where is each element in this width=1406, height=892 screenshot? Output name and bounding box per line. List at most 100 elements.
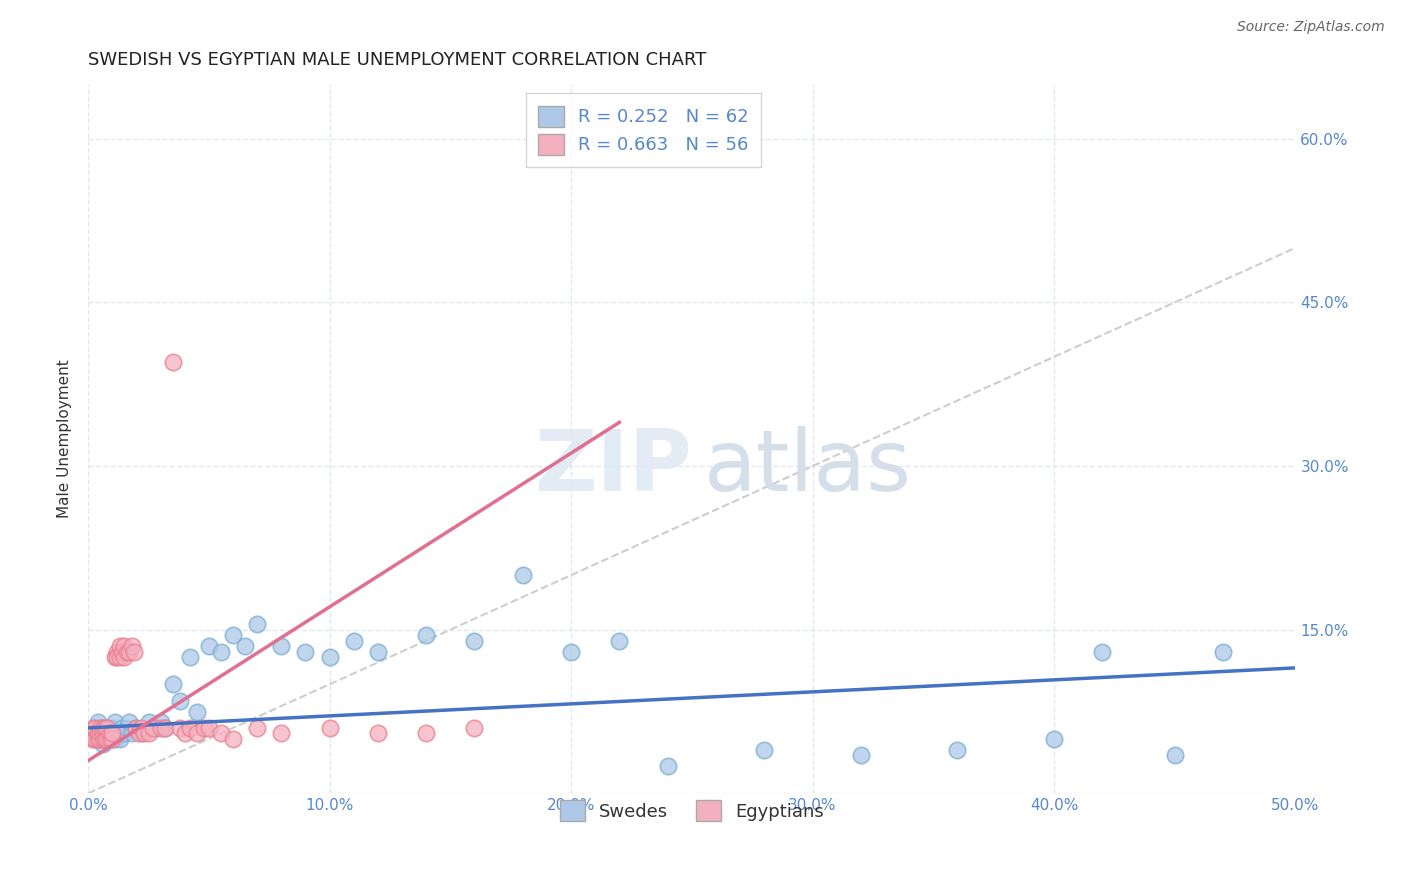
Point xyxy=(112,650,135,665)
Point xyxy=(111,644,134,658)
Point xyxy=(91,731,114,746)
Point xyxy=(87,715,110,730)
Point xyxy=(87,731,110,746)
Point xyxy=(121,726,143,740)
Point xyxy=(318,721,340,735)
Point xyxy=(96,731,118,746)
Point xyxy=(512,568,534,582)
Point xyxy=(270,639,292,653)
Point xyxy=(149,715,172,730)
Point xyxy=(367,726,389,740)
Point xyxy=(128,726,150,740)
Point xyxy=(104,731,127,746)
Point xyxy=(121,639,143,653)
Point xyxy=(84,721,107,735)
Point xyxy=(89,726,111,740)
Point xyxy=(125,721,148,735)
Point xyxy=(209,644,232,658)
Point xyxy=(179,650,201,665)
Point xyxy=(105,650,128,665)
Point xyxy=(118,715,141,730)
Text: ZIP: ZIP xyxy=(534,425,692,508)
Point xyxy=(87,726,110,740)
Point xyxy=(155,721,177,735)
Point xyxy=(343,633,366,648)
Point xyxy=(89,721,111,735)
Point xyxy=(108,639,131,653)
Point xyxy=(142,721,165,735)
Point xyxy=(94,726,117,740)
Point xyxy=(94,721,117,735)
Point xyxy=(318,650,340,665)
Text: atlas: atlas xyxy=(704,425,912,508)
Point xyxy=(179,721,201,735)
Point xyxy=(82,731,104,746)
Point xyxy=(84,731,107,746)
Point xyxy=(1091,644,1114,658)
Point xyxy=(657,759,679,773)
Point xyxy=(96,721,118,735)
Point xyxy=(84,731,107,746)
Point xyxy=(105,726,128,740)
Point xyxy=(98,726,121,740)
Point xyxy=(94,731,117,746)
Point xyxy=(415,726,437,740)
Point xyxy=(82,726,104,740)
Point xyxy=(246,721,269,735)
Point xyxy=(1212,644,1234,658)
Point xyxy=(1164,748,1187,763)
Point xyxy=(169,693,191,707)
Point xyxy=(193,721,215,735)
Point xyxy=(198,721,221,735)
Point xyxy=(101,731,124,746)
Point xyxy=(946,742,969,756)
Point xyxy=(463,633,485,648)
Point xyxy=(91,721,114,735)
Point xyxy=(79,726,101,740)
Point xyxy=(89,731,111,746)
Point xyxy=(112,726,135,740)
Point xyxy=(145,721,167,735)
Point xyxy=(1043,731,1066,746)
Point xyxy=(98,731,121,746)
Point xyxy=(96,731,118,746)
Text: Source: ZipAtlas.com: Source: ZipAtlas.com xyxy=(1237,20,1385,34)
Point xyxy=(198,639,221,653)
Point xyxy=(105,644,128,658)
Point xyxy=(118,644,141,658)
Legend: Swedes, Egyptians: Swedes, Egyptians xyxy=(547,788,837,834)
Point xyxy=(91,737,114,751)
Point xyxy=(98,731,121,746)
Point xyxy=(94,731,117,746)
Point xyxy=(125,721,148,735)
Point xyxy=(294,644,316,658)
Point xyxy=(138,726,160,740)
Point xyxy=(186,726,208,740)
Point xyxy=(91,721,114,735)
Point xyxy=(101,721,124,735)
Point xyxy=(155,721,177,735)
Point xyxy=(560,644,582,658)
Point xyxy=(209,726,232,740)
Point xyxy=(84,721,107,735)
Point xyxy=(367,644,389,658)
Point xyxy=(122,644,145,658)
Point xyxy=(108,731,131,746)
Point xyxy=(112,639,135,653)
Point xyxy=(609,633,631,648)
Point xyxy=(849,748,872,763)
Point xyxy=(754,742,776,756)
Point xyxy=(162,677,184,691)
Point xyxy=(115,644,138,658)
Point xyxy=(222,628,245,642)
Text: SWEDISH VS EGYPTIAN MALE UNEMPLOYMENT CORRELATION CHART: SWEDISH VS EGYPTIAN MALE UNEMPLOYMENT CO… xyxy=(89,51,707,69)
Point xyxy=(415,628,437,642)
Point xyxy=(101,731,124,746)
Point xyxy=(173,726,195,740)
Point xyxy=(138,715,160,730)
Point xyxy=(89,721,111,735)
Point xyxy=(98,726,121,740)
Point xyxy=(89,726,111,740)
Point xyxy=(111,721,134,735)
Point xyxy=(132,726,155,740)
